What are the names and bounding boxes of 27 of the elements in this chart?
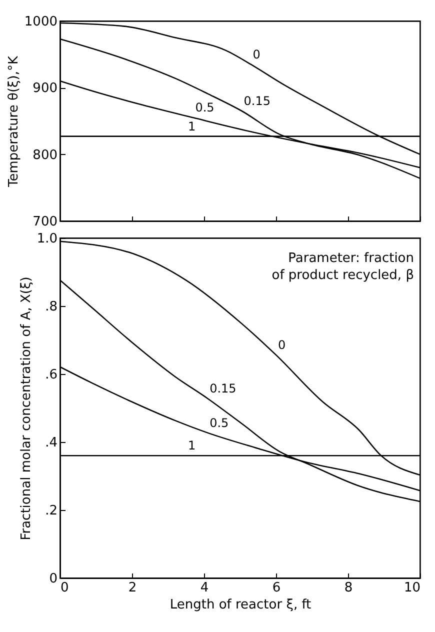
x-tick-label: 2 (128, 580, 137, 596)
x-tick-label: 0 (60, 580, 69, 596)
x-tick-label: 8 (344, 580, 353, 596)
x-tick-label: 4 (200, 580, 209, 596)
series-label: 1 (188, 119, 196, 134)
series-label: 0 (278, 338, 286, 352)
x-axis-title: Length of reactor ξ, ft (170, 598, 312, 612)
series-label: 0.15 (244, 94, 271, 108)
x-tick-label: 10 (404, 580, 420, 596)
y-tick-label: .2 (45, 504, 58, 518)
y-tick-label: .4 (45, 436, 58, 450)
y-tick-label: 1.0 (36, 232, 58, 246)
y-axis-title: Fractional molar concentration of A, X(ξ) (18, 276, 34, 540)
series-label: 0.5 (210, 416, 229, 430)
y-tick-label: .8 (45, 300, 58, 314)
series-label: 1 (188, 438, 196, 453)
x-tick-label: 6 (272, 580, 281, 596)
y-tick-label: .6 (45, 368, 58, 382)
y-tick-label: 900 (32, 81, 58, 96)
y-tick-label: 800 (32, 148, 58, 163)
series-label: 0.15 (210, 381, 236, 396)
annotation: Parameter: fraction of product recycled, β (272, 251, 414, 283)
y-tick-label: 1000 (24, 14, 58, 30)
series-label: 0.5 (195, 100, 214, 115)
series-label: 0 (252, 47, 260, 62)
y-tick-label: 700 (32, 214, 58, 230)
y-axis-title: Temperature θ(ξ),°K (6, 56, 22, 188)
